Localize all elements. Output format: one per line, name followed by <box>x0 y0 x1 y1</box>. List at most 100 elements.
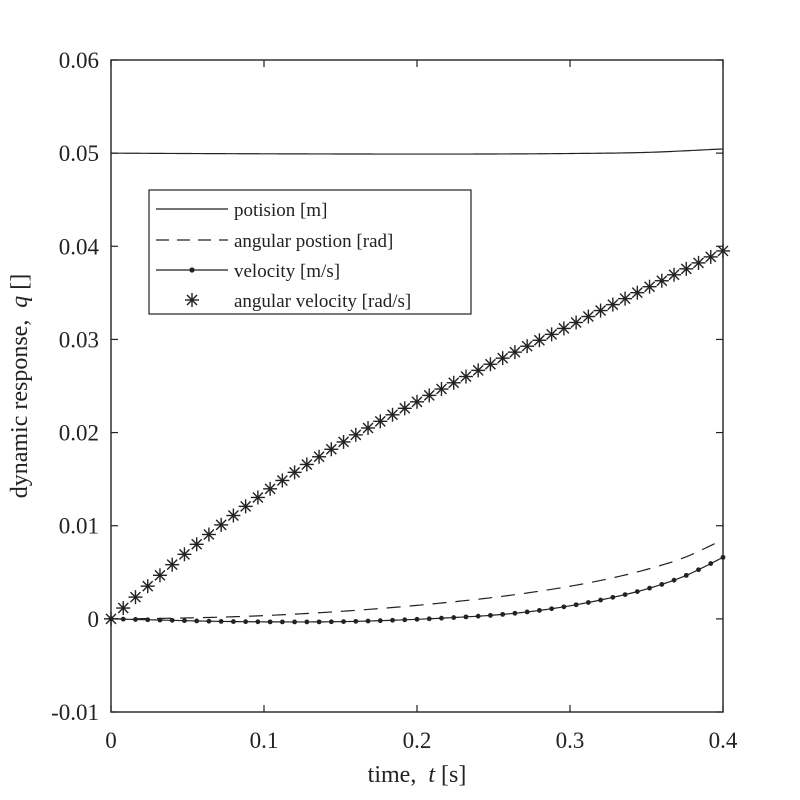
data-point-velocity <box>598 597 603 603</box>
data-point-velocity <box>194 618 200 624</box>
series-line-velocity <box>110 556 724 623</box>
data-point-velocity <box>475 613 481 619</box>
data-point-velocity <box>402 617 408 623</box>
data-point-velocity <box>365 618 371 624</box>
data-point-velocity <box>390 617 395 623</box>
data-point-velocity <box>659 581 665 587</box>
data-point-velocity <box>218 618 224 624</box>
data-point-angular-velocity <box>152 568 167 583</box>
data-point-velocity <box>120 616 126 622</box>
plot-area-frame <box>110 59 724 713</box>
data-point-velocity <box>500 611 506 617</box>
data-point-angular-velocity <box>140 579 155 594</box>
data-point-velocity <box>304 619 310 625</box>
data-point-angular-velocity <box>458 369 473 384</box>
data-point-velocity <box>671 577 677 583</box>
data-point-angular-velocity <box>116 601 131 616</box>
data-point-angular-velocity <box>703 249 718 264</box>
legend-swatch-angular-velocity <box>185 293 199 307</box>
data-point-angular-velocity <box>336 434 351 449</box>
data-point-angular-velocity <box>446 375 461 390</box>
y-tick-label: 0.02 <box>59 421 99 446</box>
y-axis-label: dynamic response, q [] <box>7 274 33 499</box>
data-point-velocity <box>524 609 530 615</box>
data-point-velocity <box>267 619 273 625</box>
data-point-angular-velocity <box>177 547 192 562</box>
data-point-velocity <box>316 619 322 625</box>
data-point-velocity <box>182 618 187 624</box>
data-point-angular-velocity <box>471 363 486 378</box>
data-point-angular-velocity <box>312 449 327 464</box>
legend-label-velocity: velocity [m/s] <box>234 261 340 282</box>
data-point-velocity <box>243 619 249 625</box>
data-point-velocity <box>512 610 518 616</box>
data-point-angular-velocity <box>214 517 229 532</box>
data-point-angular-velocity <box>324 442 339 457</box>
data-point-angular-velocity <box>275 473 290 488</box>
data-point-velocity <box>169 617 175 623</box>
data-point-velocity <box>133 617 138 622</box>
data-point-velocity <box>341 619 346 624</box>
data-point-angular-velocity <box>422 388 437 403</box>
data-point-angular-velocity <box>397 401 412 416</box>
data-point-angular-velocity <box>361 420 376 435</box>
data-point-angular-velocity <box>556 321 571 336</box>
data-point-angular-velocity <box>618 291 633 306</box>
y-tick-label: -0.01 <box>51 700 99 725</box>
data-point-angular-velocity <box>128 590 143 605</box>
data-point-velocity <box>451 615 457 620</box>
data-point-angular-velocity <box>495 351 510 366</box>
data-point-angular-velocity <box>434 382 449 397</box>
data-point-velocity <box>622 592 628 597</box>
y-tick-label: 0.04 <box>59 234 100 259</box>
data-point-velocity <box>292 619 297 625</box>
data-point-angular-velocity <box>544 327 559 342</box>
data-point-velocity <box>231 619 236 624</box>
data-point-angular-velocity <box>263 481 278 496</box>
y-tick-label: 0 <box>88 607 100 632</box>
data-point-velocity <box>145 617 151 623</box>
data-point-velocity <box>463 614 469 620</box>
data-point-angular-velocity <box>642 279 657 294</box>
axis-ticks: 0 0.1 0.2 0.3 0.4-0.0100.010.020.030.040.050… <box>51 48 738 753</box>
legend-box <box>148 189 472 315</box>
data-point-velocity <box>328 619 334 625</box>
data-point-angular-velocity <box>667 267 682 282</box>
data-point-velocity <box>439 615 444 621</box>
data-point-velocity <box>573 602 579 608</box>
data-point-velocity <box>488 612 493 618</box>
data-point-angular-velocity <box>507 345 522 360</box>
data-point-angular-velocity <box>410 394 424 409</box>
data-point-angular-velocity <box>385 407 400 422</box>
data-point-velocity <box>157 617 163 623</box>
data-point-velocity <box>561 604 567 610</box>
data-point-angular-velocity <box>483 357 498 372</box>
legend-label-angular-position: angular postion [rad] <box>234 231 393 252</box>
x-tick-label: 0.4 <box>709 728 738 753</box>
data-point-angular-velocity <box>569 315 584 330</box>
y-tick-label: 0.01 <box>59 514 99 539</box>
data-point-angular-velocity <box>201 527 216 542</box>
legend-label-position: potision [m] <box>234 200 327 221</box>
data-point-angular-velocity <box>605 297 620 312</box>
data-point-velocity <box>414 616 420 622</box>
data-point-velocity <box>708 561 714 566</box>
data-point-velocity <box>683 572 689 578</box>
data-point-velocity <box>206 618 212 624</box>
data-point-velocity <box>647 585 652 591</box>
y-tick-label: 0.05 <box>59 141 99 166</box>
x-axis-label: time, t [s] <box>368 762 467 788</box>
data-point-velocity <box>353 618 359 624</box>
data-point-angular-velocity <box>532 333 547 348</box>
data-point-angular-velocity <box>226 508 241 523</box>
x-tick-label: 0 <box>105 728 117 753</box>
data-point-velocity <box>549 606 555 612</box>
data-point-velocity <box>426 616 432 622</box>
legend-swatch-velocity-dot <box>189 267 195 273</box>
legend-label-angular-velocity: angular velocity [rad/s] <box>234 291 411 312</box>
x-tick-label: 0.1 <box>250 728 279 753</box>
plot-marks <box>104 148 730 626</box>
series-line-angular-position <box>110 539 724 620</box>
x-tick-label: 0.3 <box>556 728 585 753</box>
data-point-velocity <box>255 619 261 625</box>
